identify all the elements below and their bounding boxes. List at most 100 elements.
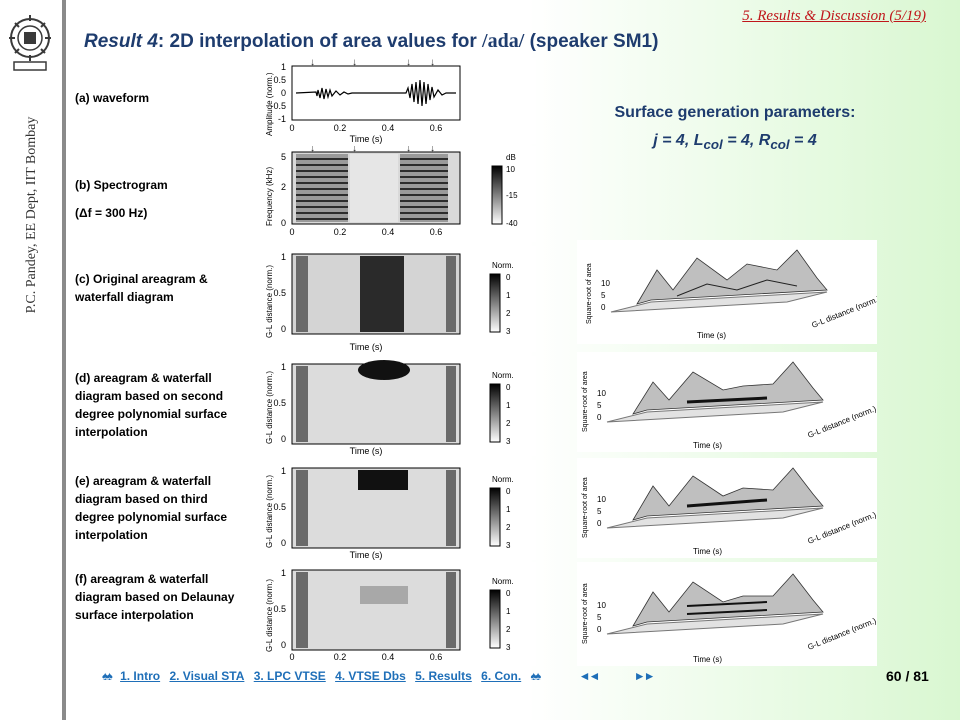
svg-text:↓: ↓ [430,146,435,154]
time-axis-label: Time (s) [350,134,383,144]
next-section-link[interactable]: ♠♠ [530,669,542,683]
svg-text:↓: ↓ [352,58,357,68]
gl-axis-label: G-L distance (norm.) [265,475,274,548]
waterfall-ztick: 10 [601,279,610,288]
time-tick: 0.6 [430,652,443,662]
gl-tick: 1 [281,568,286,578]
time-tick: 0.6 [430,123,443,133]
waterfall-zlabel: Square-root of area [582,477,589,538]
waterfall-ztick: 5 [597,507,602,516]
waterfall-xlabel: Time (s) [693,441,722,450]
svg-text:↓: ↓ [406,58,411,68]
gl-tick: 1 [281,466,286,476]
nav-item-results[interactable]: 5. Results [415,669,472,683]
gl-tick: 0 [281,434,286,444]
gl-axis-label: G-L distance (norm.) [265,579,274,652]
nav-item-vtse-dbs[interactable]: 4. VTSE Dbs [335,669,406,683]
label-second-degree: (d) areagram & waterfall diagram based o… [75,371,228,439]
freq-tick: 2 [281,182,286,192]
label-delaunay: (f) areagram & waterfall diagram based o… [75,572,235,622]
waterfall-zlabel: Square-root of area [582,583,589,644]
norm-tick: 2 [506,523,511,532]
nav-bar: ♠♠ 1. Intro 2. Visual STA 3. LPC VTSE 4.… [102,669,660,689]
norm-tick: 0 [506,383,511,392]
norm-tick: 0 [506,589,511,598]
param-jl: j = 4, L [653,132,704,149]
section-heading-link[interactable]: 5. Results & Discussion (5/19) [742,8,926,24]
gl-tick: 0.5 [273,502,286,512]
svg-text:↓: ↓ [310,146,315,154]
title-phoneme: /ada/ [482,30,525,52]
gl-tick: 1 [281,362,286,372]
norm-tick: 1 [506,607,511,616]
norm-tick: 2 [506,309,511,318]
db-tick: -15 [506,191,518,200]
norm-tick: 0 [506,487,511,496]
gl-tick: 0 [281,640,286,650]
norm-label: Norm. [492,261,514,270]
original-areagram-plot: G-L distance (norm.) 1 0.5 0 Norm. 0 1 2… [256,246,536,352]
waterfall-ztick: 5 [597,401,602,410]
norm-tick: 3 [506,437,511,446]
frequency-axis-label: Frequency (kHz) [265,167,274,226]
nav-item-intro[interactable]: 1. Intro [120,669,161,683]
param-r: = 4, R [722,132,771,149]
waterfall-ztick: 5 [601,291,606,300]
time-tick: 0.2 [334,652,347,662]
gl-tick: 1 [281,252,286,262]
waterfall-original: Square-root of area 10 5 0 Time (s) G-L … [577,240,877,344]
norm-tick: 1 [506,291,511,300]
label-original-areagram: (c) Original areagram & waterfall diagra… [75,272,208,304]
time-tick: 0.4 [382,652,395,662]
norm-tick: 2 [506,625,511,634]
freq-tick: 0 [281,218,286,228]
waterfall-ztick: 0 [597,625,602,634]
nav-item-visual-sta[interactable]: 2. Visual STA [169,669,245,683]
amp-tick: -1 [278,114,286,124]
norm-tick: 0 [506,273,511,282]
waterfall-second-degree: Square-root of area 10 5 0 Time (s) G-L … [577,352,877,452]
waterfall-ztick: 5 [597,613,602,622]
surface-parameters-heading: Surface generation parameters: [614,104,856,121]
svg-text:↓: ↓ [310,58,315,68]
nav-item-conclusion[interactable]: 6. Con. [481,669,522,683]
waterfall-xlabel: Time (s) [697,331,726,340]
waterfall-zlabel: Square-root of area [582,371,589,432]
waterfall-ztick: 10 [597,495,606,504]
time-tick: 0.2 [334,123,347,133]
amp-tick: 1 [281,62,286,72]
author-credit: P.C. Pandey, EE Dept, IIT Bombay [24,116,39,314]
spectrogram-plot: Frequency (kHz) 5 2 0 ↓ ↓ ↓ ↓ dB 10 -15 -40… [256,146,536,242]
db-label: dB [506,153,516,162]
norm-tick: 3 [506,541,511,550]
nav-item-lpc-vtse[interactable]: 3. LPC VTSE [253,669,326,683]
waterfall-ztick: 10 [597,389,606,398]
prev-section-link[interactable]: ♠♠ [102,669,113,683]
title-tail: (speaker SM1) [524,31,659,52]
third-degree-areagram-plot: G-L distance (norm.) 1 0.5 0 Norm. 0 1 2… [256,460,536,560]
second-degree-areagram-plot: G-L distance (norm.) 1 0.5 0 Norm. 0 1 2… [256,356,536,456]
norm-label: Norm. [492,371,514,380]
time-tick: 0.4 [382,123,395,133]
surface-parameters-values: j = 4, Lcol = 4, Rcol = 4 [560,132,910,152]
waterfall-ztick: 10 [597,601,606,610]
time-axis-label: Time (s) [350,550,383,560]
gl-tick: 0.5 [273,288,286,298]
waterfall-ztick: 0 [601,303,606,312]
param-r-value: = 4 [789,132,817,149]
forward-slide-link[interactable]: ►► [633,669,656,683]
label-waveform: (a) waveform [75,91,150,105]
time-tick: 0.2 [334,227,347,237]
gl-tick: 0.5 [273,398,286,408]
back-slide-link[interactable]: ◄◄ [578,669,601,683]
page-number: 60 / 81 [886,668,929,684]
svg-text:↓: ↓ [352,146,357,154]
waterfall-xlabel: Time (s) [693,547,722,556]
gl-tick: 0 [281,538,286,548]
norm-label: Norm. [492,475,514,484]
gl-axis-label: G-L distance (norm.) [265,371,274,444]
waterfall-xlabel: Time (s) [693,655,722,664]
sidebar: P.C. Pandey, EE Dept, IIT Bombay [0,0,62,720]
waterfall-third-degree: Square-root of area 10 5 0 Time (s) G-L … [577,458,877,558]
db-tick: -40 [506,219,518,228]
